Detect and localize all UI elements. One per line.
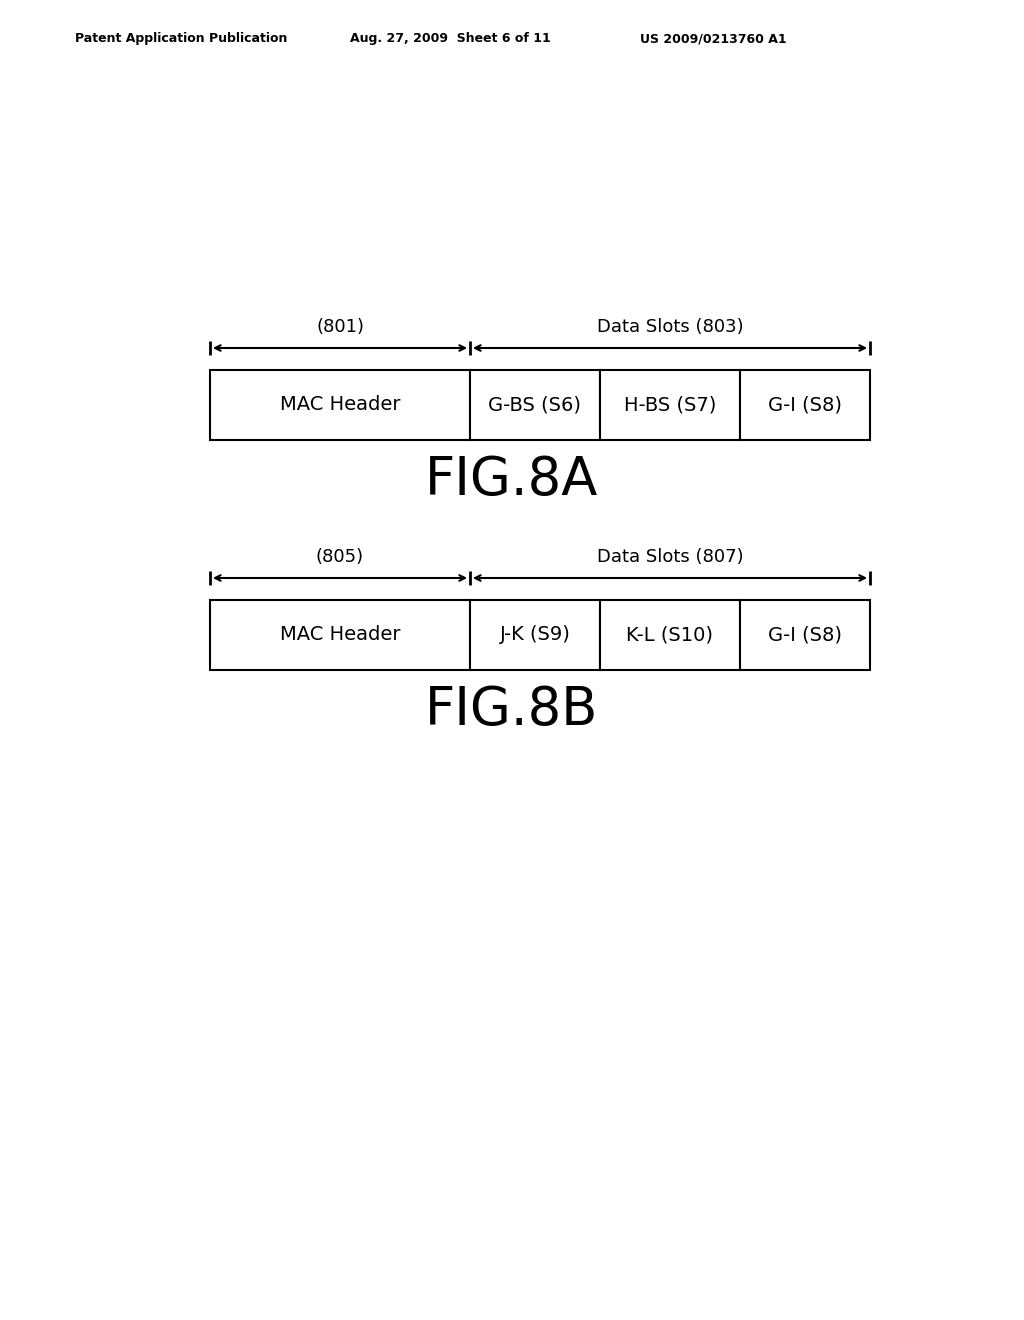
Bar	[600, 601, 740, 671]
Text: (801): (801)	[316, 318, 364, 337]
Text: K-L (S10): K-L (S10)	[627, 626, 714, 644]
Text: Patent Application Publication: Patent Application Publication	[75, 32, 288, 45]
Text: FIG.8A: FIG.8A	[425, 454, 599, 506]
Text: G-I (S8): G-I (S8)	[768, 396, 842, 414]
Text: US 2009/0213760 A1: US 2009/0213760 A1	[640, 32, 786, 45]
Bar	[470, 370, 600, 440]
Text: Data Slots (803): Data Slots (803)	[597, 318, 743, 337]
Bar	[600, 370, 740, 440]
Text: Aug. 27, 2009  Sheet 6 of 11: Aug. 27, 2009 Sheet 6 of 11	[350, 32, 551, 45]
Text: FIG.8B: FIG.8B	[425, 684, 599, 737]
Text: Data Slots (807): Data Slots (807)	[597, 548, 743, 566]
Bar	[470, 601, 600, 671]
Bar	[740, 370, 870, 440]
Bar	[210, 601, 470, 671]
Text: MAC Header: MAC Header	[280, 396, 400, 414]
Text: G-I (S8): G-I (S8)	[768, 626, 842, 644]
Bar	[210, 370, 470, 440]
Text: MAC Header: MAC Header	[280, 626, 400, 644]
Text: H-BS (S7): H-BS (S7)	[624, 396, 716, 414]
Bar	[740, 601, 870, 671]
Text: (805): (805)	[316, 548, 365, 566]
Text: J-K (S9): J-K (S9)	[500, 626, 570, 644]
Text: G-BS (S6): G-BS (S6)	[488, 396, 582, 414]
